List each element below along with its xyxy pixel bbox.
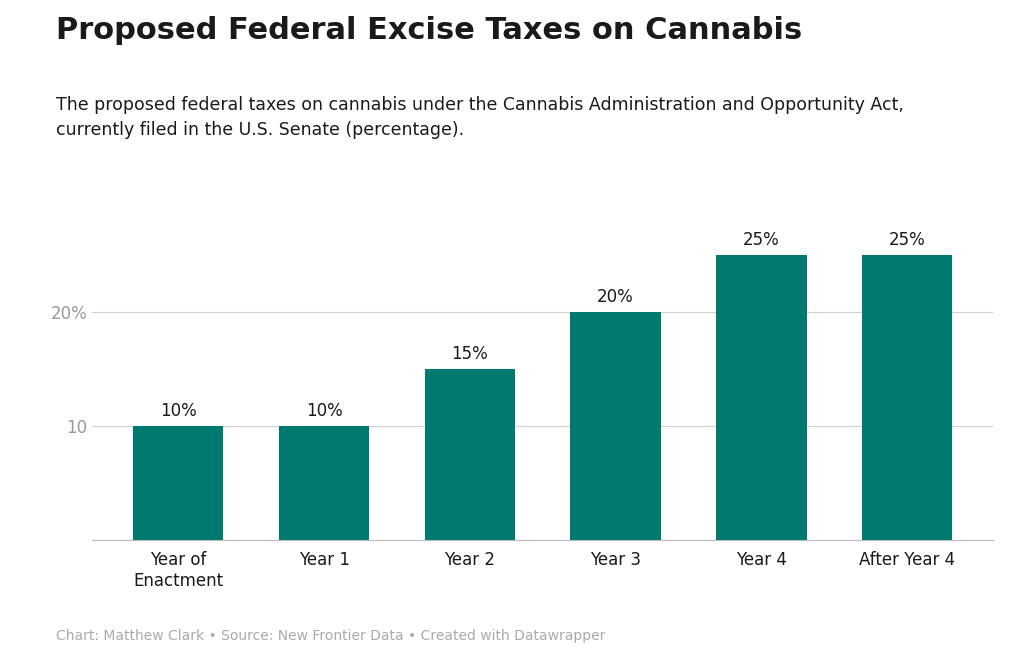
Bar bbox=[570, 312, 660, 540]
Text: 25%: 25% bbox=[889, 231, 926, 249]
Bar bbox=[716, 255, 807, 540]
Text: 10%: 10% bbox=[160, 403, 197, 420]
Text: The proposed federal taxes on cannabis under the Cannabis Administration and Opp: The proposed federal taxes on cannabis u… bbox=[56, 96, 904, 138]
Text: Proposed Federal Excise Taxes on Cannabis: Proposed Federal Excise Taxes on Cannabi… bbox=[56, 16, 803, 45]
Bar bbox=[425, 369, 515, 540]
Text: 25%: 25% bbox=[743, 231, 779, 249]
Text: 15%: 15% bbox=[452, 345, 488, 363]
Bar bbox=[862, 255, 952, 540]
Bar bbox=[133, 426, 223, 540]
Bar bbox=[279, 426, 370, 540]
Text: 10%: 10% bbox=[306, 403, 342, 420]
Text: 20%: 20% bbox=[597, 288, 634, 306]
Text: Chart: Matthew Clark • Source: New Frontier Data • Created with Datawrapper: Chart: Matthew Clark • Source: New Front… bbox=[56, 629, 605, 643]
